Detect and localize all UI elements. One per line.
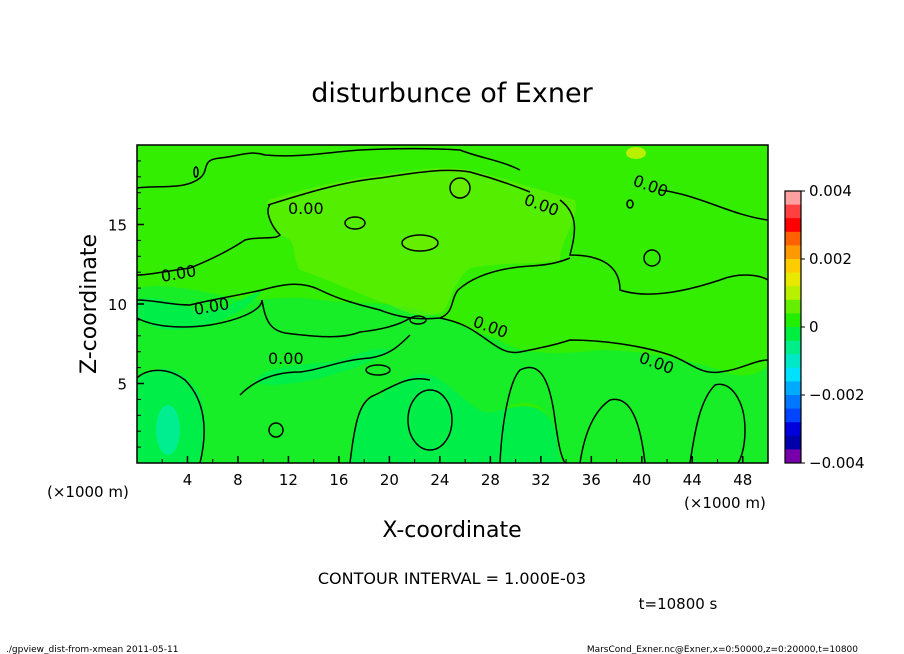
colorbar-segment (785, 449, 801, 464)
colorbar-segment (785, 259, 801, 274)
colorbar-segment (785, 395, 801, 410)
x-tick-label: 16 (329, 471, 348, 489)
colorbar-segment (785, 204, 801, 219)
x-tick-label: 44 (683, 471, 702, 489)
x-tick-label: 8 (233, 471, 243, 489)
contour-label: 0.00 (288, 199, 324, 218)
min-cell (156, 405, 180, 455)
colorbar-tick-label: 0 (809, 318, 819, 336)
colorbar-segment (785, 245, 801, 260)
x-tick-label: 28 (481, 471, 500, 489)
contour-lines (136, 147, 769, 464)
colorbar-tick-label: 0.002 (809, 250, 852, 268)
y-axis: 5 10 15 (108, 160, 144, 448)
x-tick-label: 20 (380, 471, 399, 489)
y-axis-label: Z-coordinate (77, 234, 102, 374)
x-tick-label: 12 (279, 471, 298, 489)
x-unit-left: (×1000 m) (47, 483, 129, 501)
colorbar-segment (785, 327, 801, 342)
colorbar-segment (785, 286, 801, 301)
contour-interval: CONTOUR INTERVAL = 1.000E-03 (318, 569, 586, 588)
colorbar-segment (785, 381, 801, 396)
colorbar-segment (785, 313, 801, 328)
max-cell (626, 147, 646, 159)
colorbar-segment (785, 191, 801, 206)
x-tick-label: 36 (582, 471, 601, 489)
x-axis-label: X-coordinate (382, 518, 521, 543)
time-label: t=10800 s (639, 595, 718, 613)
x-tick-label: 48 (733, 471, 752, 489)
x-unit-right: (×1000 m) (684, 494, 766, 512)
colorbar-segment (785, 367, 801, 382)
x-axis: 4 8 12 16 20 24 28 32 36 40 44 48 (161, 456, 752, 489)
colorbar-segment (785, 435, 801, 450)
footer-right: MarsCond_Exner.nc@Exner,x=0:50000,z=0:20… (587, 645, 858, 654)
colorbar-segment (785, 299, 801, 314)
y-tick-label: 5 (117, 376, 127, 394)
positive-regions (267, 167, 576, 316)
x-tick-label: 24 (430, 471, 449, 489)
colorbar-segment (785, 422, 801, 437)
colorbar-tick-label: −0.004 (809, 454, 865, 472)
colorbar-segment (785, 408, 801, 423)
chart-title: disturbunce of Exner (311, 78, 593, 109)
colorbar-segment (785, 218, 801, 233)
colorbar-segment (785, 354, 801, 369)
colorbar-tick-label: 0.004 (809, 182, 852, 200)
colorbar-segment (785, 340, 801, 355)
colorbar: 0.004 0.002 0 −0.002 −0.004 (784, 182, 865, 472)
plot-area: 0.00 0.00 0.00 0.00 0.00 0.00 0.00 0.00 (136, 144, 769, 464)
y-tick-label: 10 (108, 296, 127, 314)
x-tick-label: 40 (632, 471, 651, 489)
x-tick-label: 4 (183, 471, 193, 489)
colorbar-segment (785, 231, 801, 246)
y-tick-label: 15 (108, 217, 127, 235)
x-tick-label: 32 (531, 471, 550, 489)
colorbar-segment (785, 272, 801, 287)
footer-left: ./gpview_dist-from-xmean 2011-05-11 (6, 645, 178, 654)
contour-label: 0.00 (268, 349, 304, 368)
colorbar-tick-label: −0.002 (809, 386, 865, 404)
